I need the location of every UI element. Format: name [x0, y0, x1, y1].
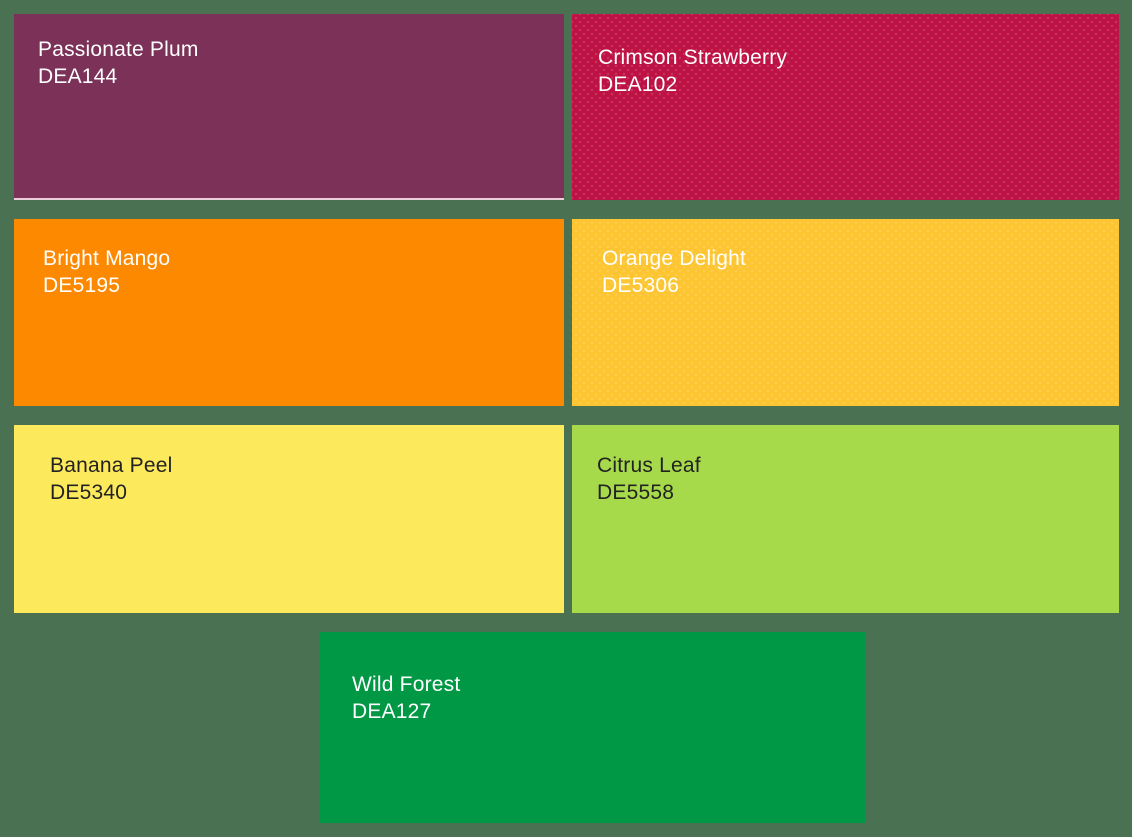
color-code: DEA127: [352, 700, 432, 723]
swatch-crimson-strawberry[interactable]: Crimson Strawberry DEA102: [572, 14, 1119, 200]
color-name: Passionate Plum: [38, 38, 199, 61]
color-code: DE5195: [43, 274, 121, 297]
color-name: Bright Mango: [43, 247, 171, 270]
color-code: DEA144: [38, 65, 118, 88]
swatch-passionate-plum[interactable]: Passionate Plum DEA144: [14, 14, 564, 200]
color-name: Banana Peel: [50, 454, 173, 477]
color-name: Citrus Leaf: [597, 454, 701, 477]
swatch-label: Citrus Leaf DE5558: [572, 425, 1119, 506]
color-name: Orange Delight: [602, 247, 747, 270]
swatch-label: Wild Forest DEA127: [320, 632, 865, 725]
color-name: Crimson Strawberry: [598, 46, 788, 69]
swatch-orange-delight[interactable]: Orange Delight DE5306: [572, 219, 1119, 406]
swatch-label: Bright Mango DE5195: [14, 219, 564, 299]
swatch-banana-peel[interactable]: Banana Peel DE5340: [14, 425, 564, 613]
swatch-label: Banana Peel DE5340: [14, 425, 564, 506]
swatch-citrus-leaf[interactable]: Citrus Leaf DE5558: [572, 425, 1119, 613]
color-code: DE5306: [602, 274, 680, 297]
swatch-label: Orange Delight DE5306: [572, 219, 1119, 299]
swatch-label: Passionate Plum DEA144: [14, 14, 564, 90]
color-code: DE5558: [597, 481, 675, 504]
color-code: DEA102: [598, 73, 678, 96]
color-code: DE5340: [50, 481, 128, 504]
swatch-label: Crimson Strawberry DEA102: [572, 14, 1119, 98]
color-name: Wild Forest: [352, 673, 461, 696]
swatch-bright-mango[interactable]: Bright Mango DE5195: [14, 219, 564, 406]
swatch-wild-forest[interactable]: Wild Forest DEA127: [320, 632, 865, 823]
